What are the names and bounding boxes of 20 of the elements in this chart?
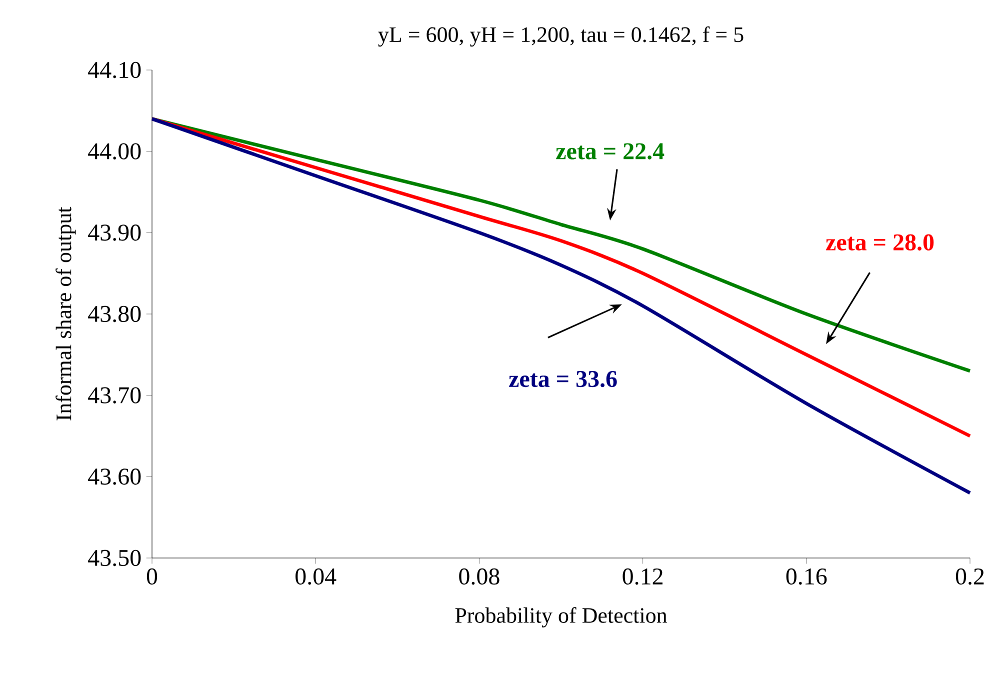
y-tick-label: 44.10 bbox=[88, 62, 141, 78]
text: zeta = 22.4 bbox=[556, 143, 664, 160]
y-tick-label: 43.70 bbox=[88, 387, 141, 404]
x-tick-label: 0.12 bbox=[622, 568, 662, 585]
x-tick-label: 0.2 bbox=[956, 568, 984, 585]
y-tick-label: 43.80 bbox=[88, 306, 141, 322]
y-axis-title: Informal share of output bbox=[56, 206, 76, 420]
x-tick-label: 0.08 bbox=[459, 568, 500, 585]
x-axis-title: Probability of Detection bbox=[455, 607, 668, 628]
y-tick-label: 43.60 bbox=[88, 468, 141, 485]
x-tick-label: 0.04 bbox=[296, 568, 336, 585]
x-tick-label: 0 bbox=[146, 568, 158, 585]
text: zeta = 28.0 bbox=[826, 234, 934, 251]
chart-title: yL = 600, yH = 1,200, tau = 0.1462, f = 5 bbox=[378, 26, 744, 47]
y-tick-label: 43.90 bbox=[88, 224, 141, 241]
x-tick-label: 0.16 bbox=[786, 568, 827, 585]
y-tick-label: 43.50 bbox=[88, 550, 141, 566]
y-tick-label: 44.00 bbox=[88, 143, 141, 160]
text: zeta = 33.6 bbox=[509, 370, 617, 388]
line-series bbox=[150, 117, 972, 495]
